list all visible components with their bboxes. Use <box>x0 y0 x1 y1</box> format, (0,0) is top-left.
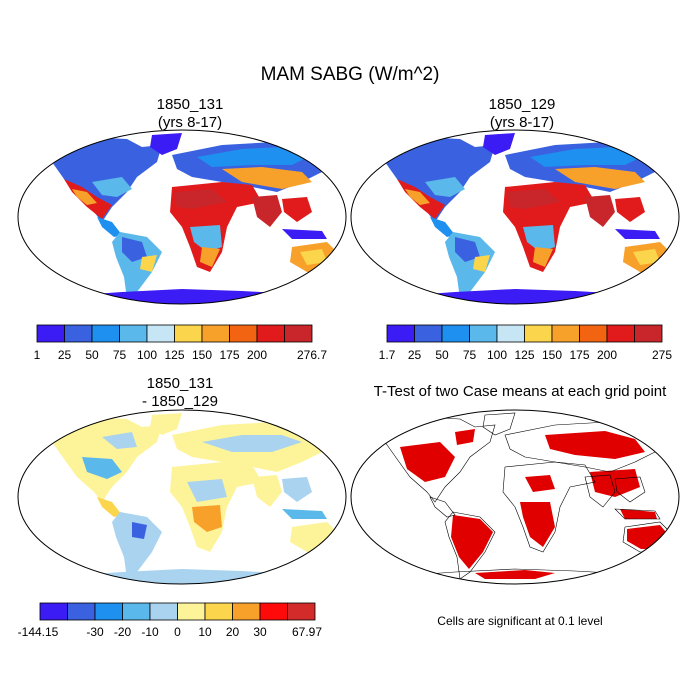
colorbar-3-tick-label: 10 <box>198 625 212 639</box>
map-panel-3 <box>17 409 347 585</box>
panel-2-title-line1: 1850_129 <box>488 96 556 113</box>
colorbar-1-tick-label: 125 <box>164 348 185 362</box>
colorbar-2-swatch <box>386 324 415 343</box>
colorbar-2-swatch <box>634 324 663 343</box>
colorbar-2-tick-label: 75 <box>462 348 477 362</box>
colorbar-2-tick-label: 200 <box>596 348 618 362</box>
colorbar-3-swatch <box>122 602 151 621</box>
colorbar-3-tick-label: -144.15 <box>17 625 59 639</box>
colorbar-2-tick-label: 100 <box>486 348 508 362</box>
colorbar-1-tick-label: 25 <box>57 348 72 362</box>
colorbar-1-swatch <box>284 324 313 343</box>
colorbar-1-tick-label: 150 <box>191 348 213 362</box>
colorbar-3-swatch <box>149 602 178 621</box>
colorbar-1-swatch <box>36 324 65 343</box>
colorbar-2 <box>386 324 663 343</box>
colorbar-1-swatch <box>229 324 258 343</box>
colorbar-3-tick-label: 67.97 <box>291 625 323 639</box>
colorbar-1-swatch <box>64 324 93 343</box>
map-panel-4 <box>350 409 680 585</box>
colorbar-1 <box>36 324 313 343</box>
colorbar-1-tick-label: 200 <box>246 348 268 362</box>
map-2-border <box>350 129 680 305</box>
significance-note: Cells are significant at 0.1 level <box>437 614 603 628</box>
panel-2-title: 1850_129 (yrs 8-17) <box>372 96 672 132</box>
colorbar-2-swatch <box>606 324 635 343</box>
colorbar-3-tick-label: -30 <box>86 625 104 639</box>
colorbar-3-swatch <box>204 602 233 621</box>
colorbar-2-tick-label: 275 <box>651 348 673 362</box>
colorbar-3-tick-label: 0 <box>174 625 181 639</box>
map-4-border <box>350 409 680 585</box>
panel-3-title-line2: - 1850_129 <box>142 393 218 410</box>
colorbar-3-tick-label: 30 <box>253 625 267 639</box>
colorbar-2-tick-label: 1.7 <box>378 348 396 362</box>
map-4-background <box>351 410 679 584</box>
colorbar-2-swatch <box>414 324 443 343</box>
panel-2-title-line2: (yrs 8-17) <box>489 114 555 131</box>
panel-3-title: 1850_131 - 1850_129 <box>30 375 330 411</box>
panel-4-title-line1: T-Test of two Case means at each grid po… <box>373 383 667 400</box>
colorbar-3-swatch <box>39 602 68 621</box>
colorbar-2-swatch <box>496 324 525 343</box>
panel-3-title-line1: 1850_131 <box>146 375 214 392</box>
map-panel-2 <box>350 129 680 305</box>
colorbar-2-tick-label: 50 <box>435 348 449 362</box>
panel-4-title: T-Test of two Case means at each grid po… <box>352 383 688 401</box>
colorbar-3-swatch <box>94 602 123 621</box>
colorbar-2-tick-label: 150 <box>541 348 563 362</box>
colorbar-3-tick-label: 20 <box>225 625 240 639</box>
colorbar-1-swatch <box>146 324 175 343</box>
colorbar-2-swatch <box>579 324 608 343</box>
colorbar-3-swatch <box>259 602 288 621</box>
colorbar-2-swatch <box>469 324 498 343</box>
colorbar-3-swatch <box>287 602 316 621</box>
panel-1-title-line2: (yrs 8-17) <box>157 114 223 131</box>
colorbar-2-swatch <box>524 324 553 343</box>
colorbar-3-swatch <box>177 602 206 621</box>
colorbar-3-swatch <box>67 602 96 621</box>
map-3-border <box>17 409 347 585</box>
map-1-border <box>17 129 347 305</box>
colorbar-3-swatch <box>232 602 261 621</box>
colorbar-1-tick-label: 175 <box>219 348 240 362</box>
colorbar-2-tick-label: 25 <box>407 348 422 362</box>
colorbar-1-swatch <box>91 324 120 343</box>
colorbar-2-swatch <box>441 324 470 343</box>
panel-1-title: 1850_131 (yrs 8-17) <box>40 96 340 132</box>
colorbar-1-swatch <box>256 324 285 343</box>
colorbar-1-swatch <box>201 324 230 343</box>
colorbar-1-tick-label: 75 <box>112 348 127 362</box>
colorbar-1-tick-label: 50 <box>85 348 99 362</box>
colorbar-1-swatch <box>119 324 148 343</box>
colorbar-3-tick-label: -20 <box>113 625 132 639</box>
colorbar-1-swatch <box>174 324 203 343</box>
colorbar-3-tick-label: -10 <box>141 625 159 639</box>
figure-title: MAM SABG (W/m^2) <box>260 64 440 85</box>
colorbar-1-tick-label: 100 <box>136 348 158 362</box>
colorbar-2-swatch <box>551 324 580 343</box>
colorbar-1-tick-label: 1 <box>33 348 41 362</box>
colorbar-3 <box>39 602 316 621</box>
colorbar-1-tick-label: 276.7 <box>296 348 328 362</box>
map-panel-1 <box>17 129 347 305</box>
colorbar-2-tick-label: 175 <box>569 348 590 362</box>
colorbar-2-tick-label: 125 <box>514 348 535 362</box>
panel-1-title-line1: 1850_131 <box>156 96 224 113</box>
